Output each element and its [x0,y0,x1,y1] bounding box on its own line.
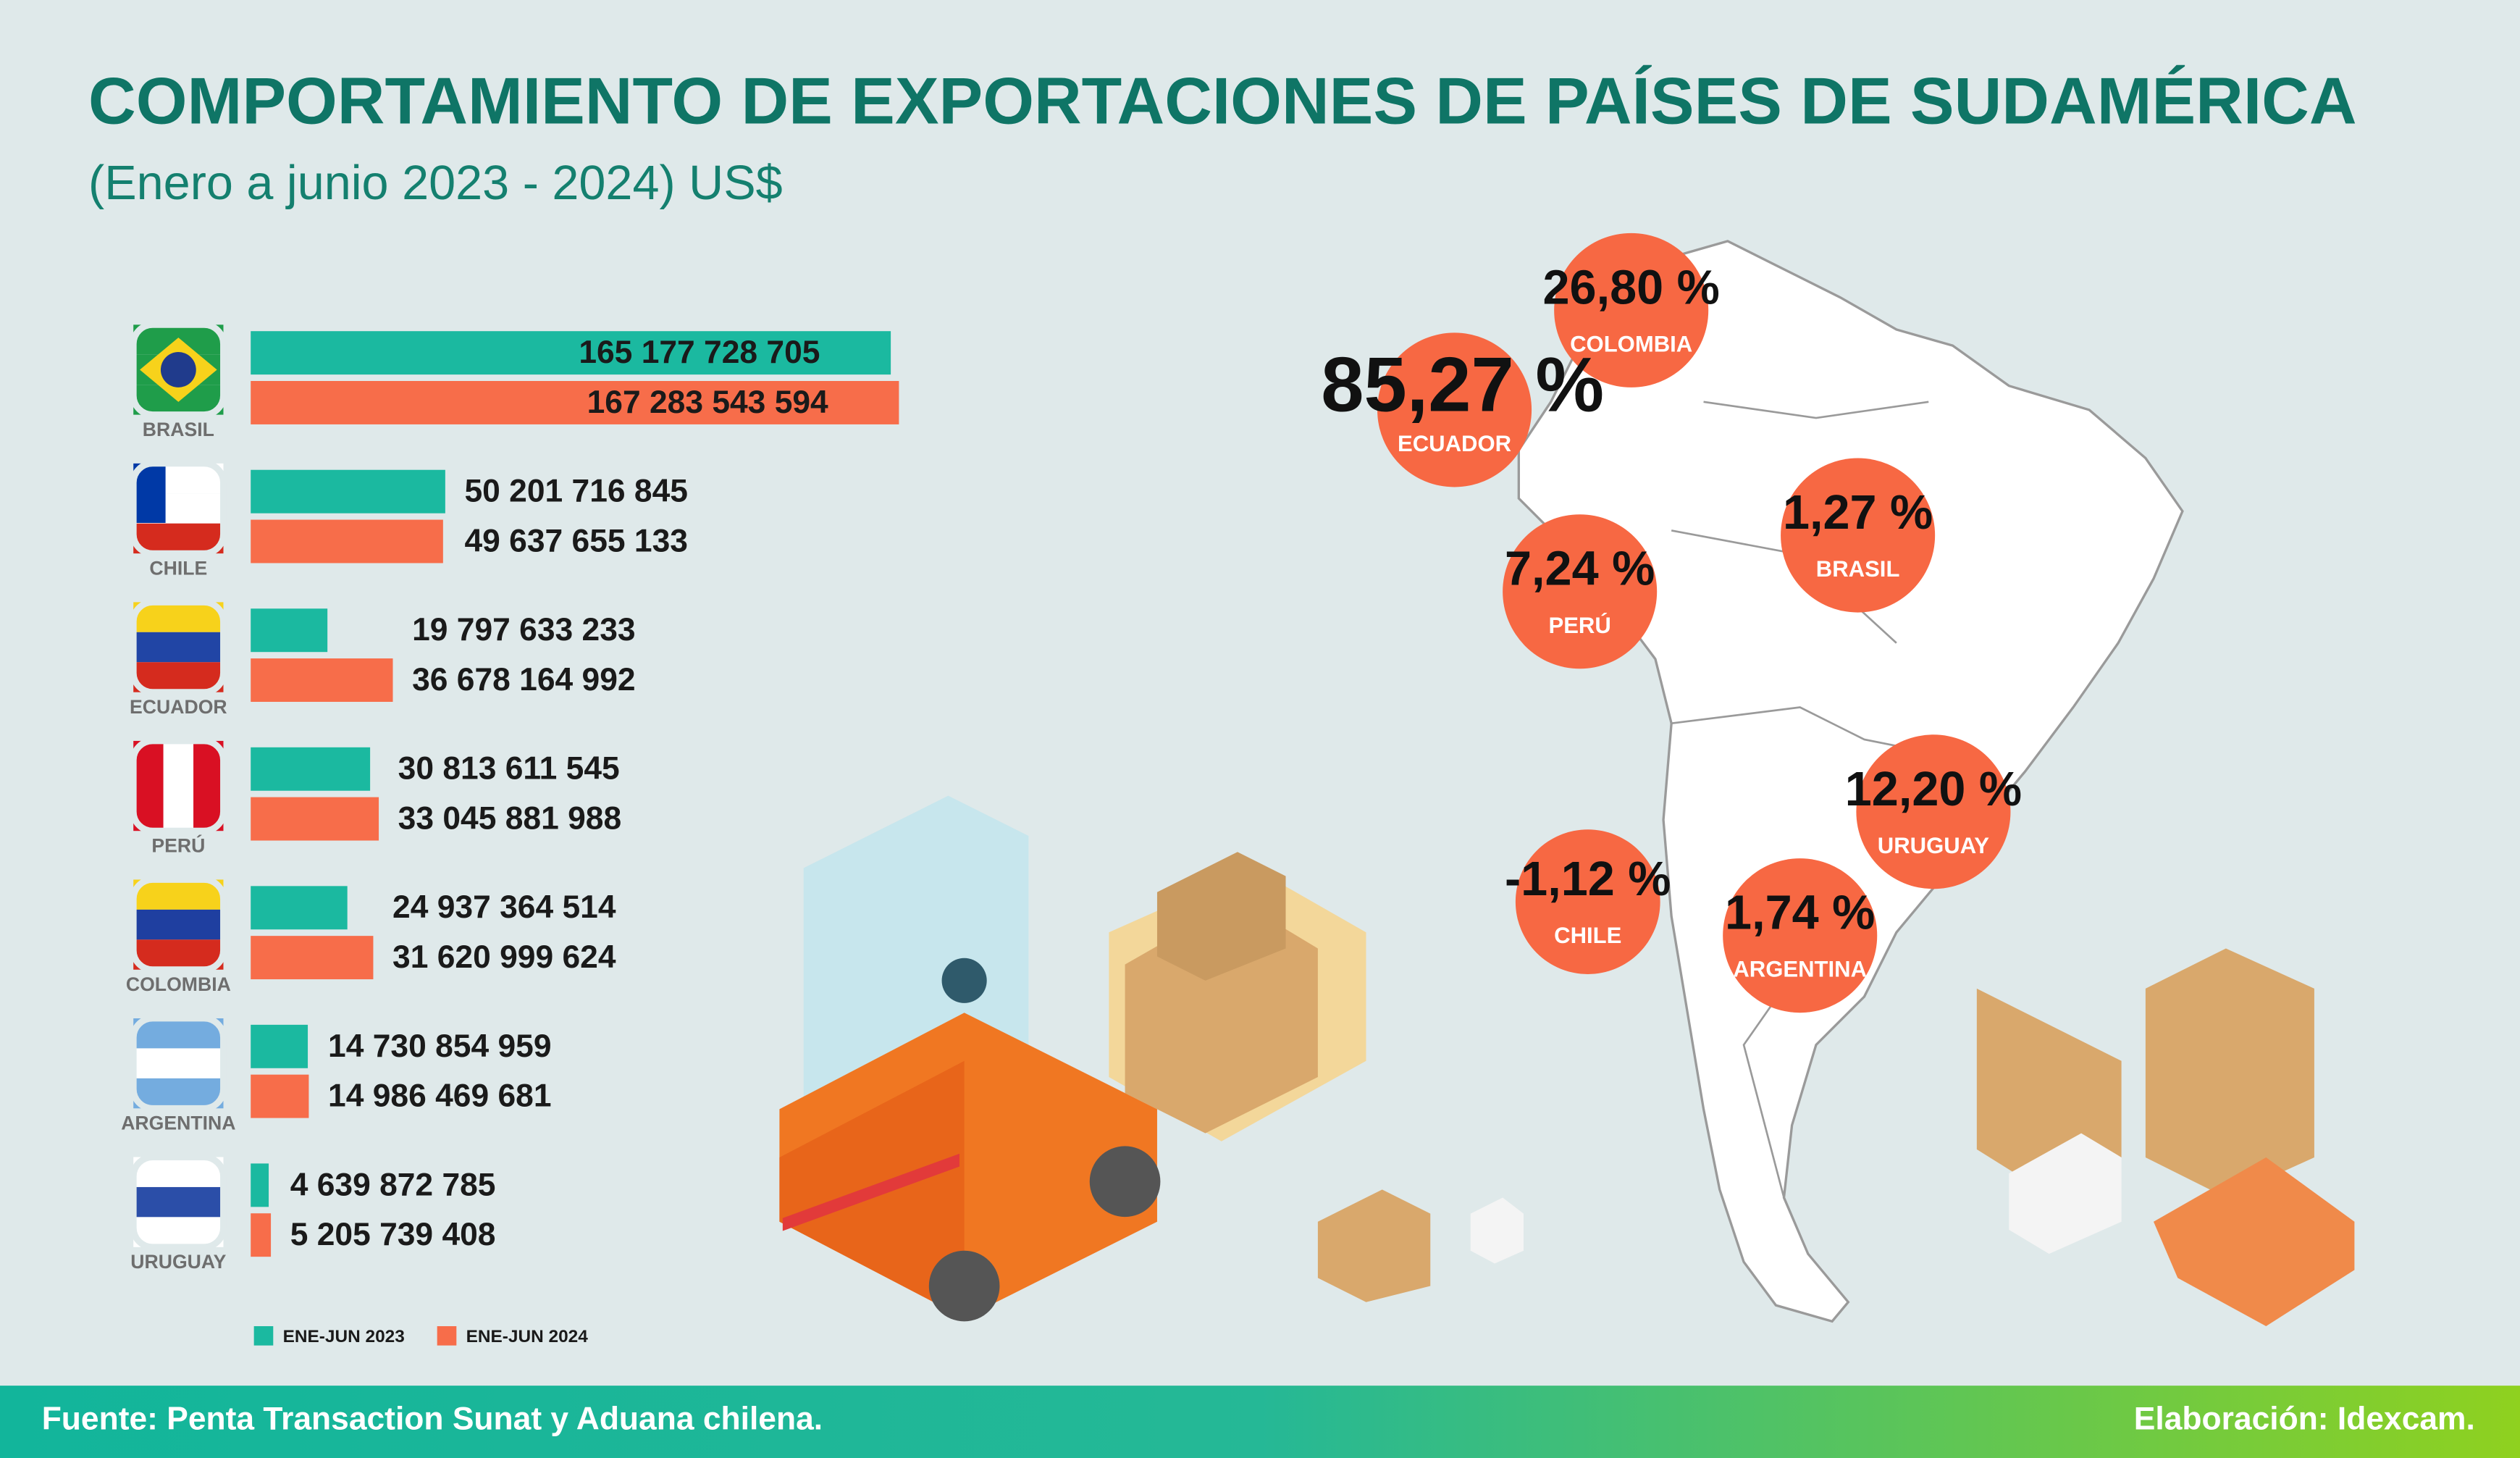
growth-bubble [1515,829,1660,974]
flag-stripe [133,1157,224,1187]
bar [251,608,328,653]
value-label: 167 283 543 594 [587,385,828,420]
value-label: 14 730 854 959 [328,1028,551,1064]
flag-stripe [133,1018,224,1049]
growth-label: 26,80 % [1543,261,1720,314]
flag-frame [130,1015,227,1112]
credit-note: Elaboración: Idexcam. [2134,1402,2475,1437]
legend-swatch [253,1326,274,1346]
growth-bubble [1723,858,1878,1013]
growth-bubble [1377,332,1532,487]
flag-stripe [133,1186,224,1218]
flag-stripe [133,740,164,831]
value-label: 165 177 728 705 [579,335,820,370]
flag-stripe [133,1048,224,1078]
bar [251,519,443,563]
bar [251,658,393,702]
bar [251,381,899,424]
growth-label: 7,24 % [1505,542,1655,596]
category-label: BRASIL [143,419,214,440]
forklift [779,795,1366,1322]
category-label: ECUADOR [130,696,227,718]
category-label: PERÚ [151,834,205,856]
value-label: 30 813 611 545 [398,751,620,787]
flag-stripe [133,632,224,663]
flag-stripe [133,523,224,554]
bar [251,936,374,980]
growth-bubble [1554,232,1709,387]
flag-frame [130,876,227,973]
category-label: COLOMBIA [126,973,231,995]
flag-stripe [133,662,224,692]
flag-stripe [163,740,194,831]
value-label: 19 797 633 233 [412,612,635,648]
growth-bubble [1856,734,2011,889]
flag-circle [160,352,196,387]
bar [251,1074,309,1118]
bar [251,1024,308,1068]
value-label: 50 201 716 845 [464,474,687,509]
source-note: Fuente: Penta Transaction Sunat y Aduana… [42,1402,823,1437]
bar [251,886,348,930]
growth-label: 12,20 % [1845,763,2022,816]
growth-country: URUGUAY [1878,833,1989,858]
value-label: 31 620 999 624 [392,939,616,975]
flag-stripe [133,602,224,632]
legend-label: ENE-JUN 2024 [466,1327,589,1346]
growth-country: COLOMBIA [1570,331,1692,356]
value-label: 14 986 469 681 [328,1078,551,1114]
chart-subtitle: (Enero a junio 2023 - 2024) US$ [88,156,783,210]
growth-label: -1,12 % [1505,852,1671,906]
flag-stripe [133,939,224,970]
growth-label: 85,27 % [1321,341,1604,427]
footer-bar [0,1386,2520,1458]
flag-stripe [133,1217,224,1247]
category-label: URUGUAY [130,1251,226,1273]
growth-country: CHILE [1554,923,1621,948]
legend-swatch [437,1326,457,1346]
value-label: 49 637 655 133 [464,523,687,558]
flag-stripe [193,740,224,831]
growth-bubble [1503,514,1658,669]
value-label: 36 678 164 992 [412,662,635,697]
flag-frame [130,321,227,419]
value-label: 33 045 881 988 [398,801,621,837]
growth-label: 1,27 % [1783,486,1933,540]
value-label: 24 937 364 514 [392,889,616,925]
flag-stripe [133,879,224,910]
flag-stripe [133,1078,224,1109]
category-label: ARGENTINA [121,1113,235,1134]
bar [251,747,371,791]
value-label: 5 205 739 408 [290,1217,496,1252]
flag-frame [130,598,227,696]
growth-label: 1,74 % [1725,887,1875,940]
bar [251,797,379,841]
flag-frame [130,460,227,557]
flag-frame [130,737,227,834]
boxes [1317,948,2355,1327]
growth-bubble [1781,458,1936,613]
growth-country: ECUADOR [1398,431,1511,456]
legend-label: ENE-JUN 2023 [283,1327,405,1346]
chart-title: COMPORTAMIENTO DE EXPORTACIONES DE PAÍSE… [88,65,2357,138]
bar [251,1213,272,1257]
bar [251,469,445,514]
growth-country: ARGENTINA [1733,957,1867,982]
bar [251,331,891,375]
bar [251,1163,269,1207]
growth-country: PERÚ [1549,612,1611,638]
flag-frame [130,1154,227,1251]
flag-stripe [133,909,224,940]
category-label: CHILE [149,557,207,579]
value-label: 4 639 872 785 [290,1167,496,1202]
growth-country: BRASIL [1816,556,1900,582]
